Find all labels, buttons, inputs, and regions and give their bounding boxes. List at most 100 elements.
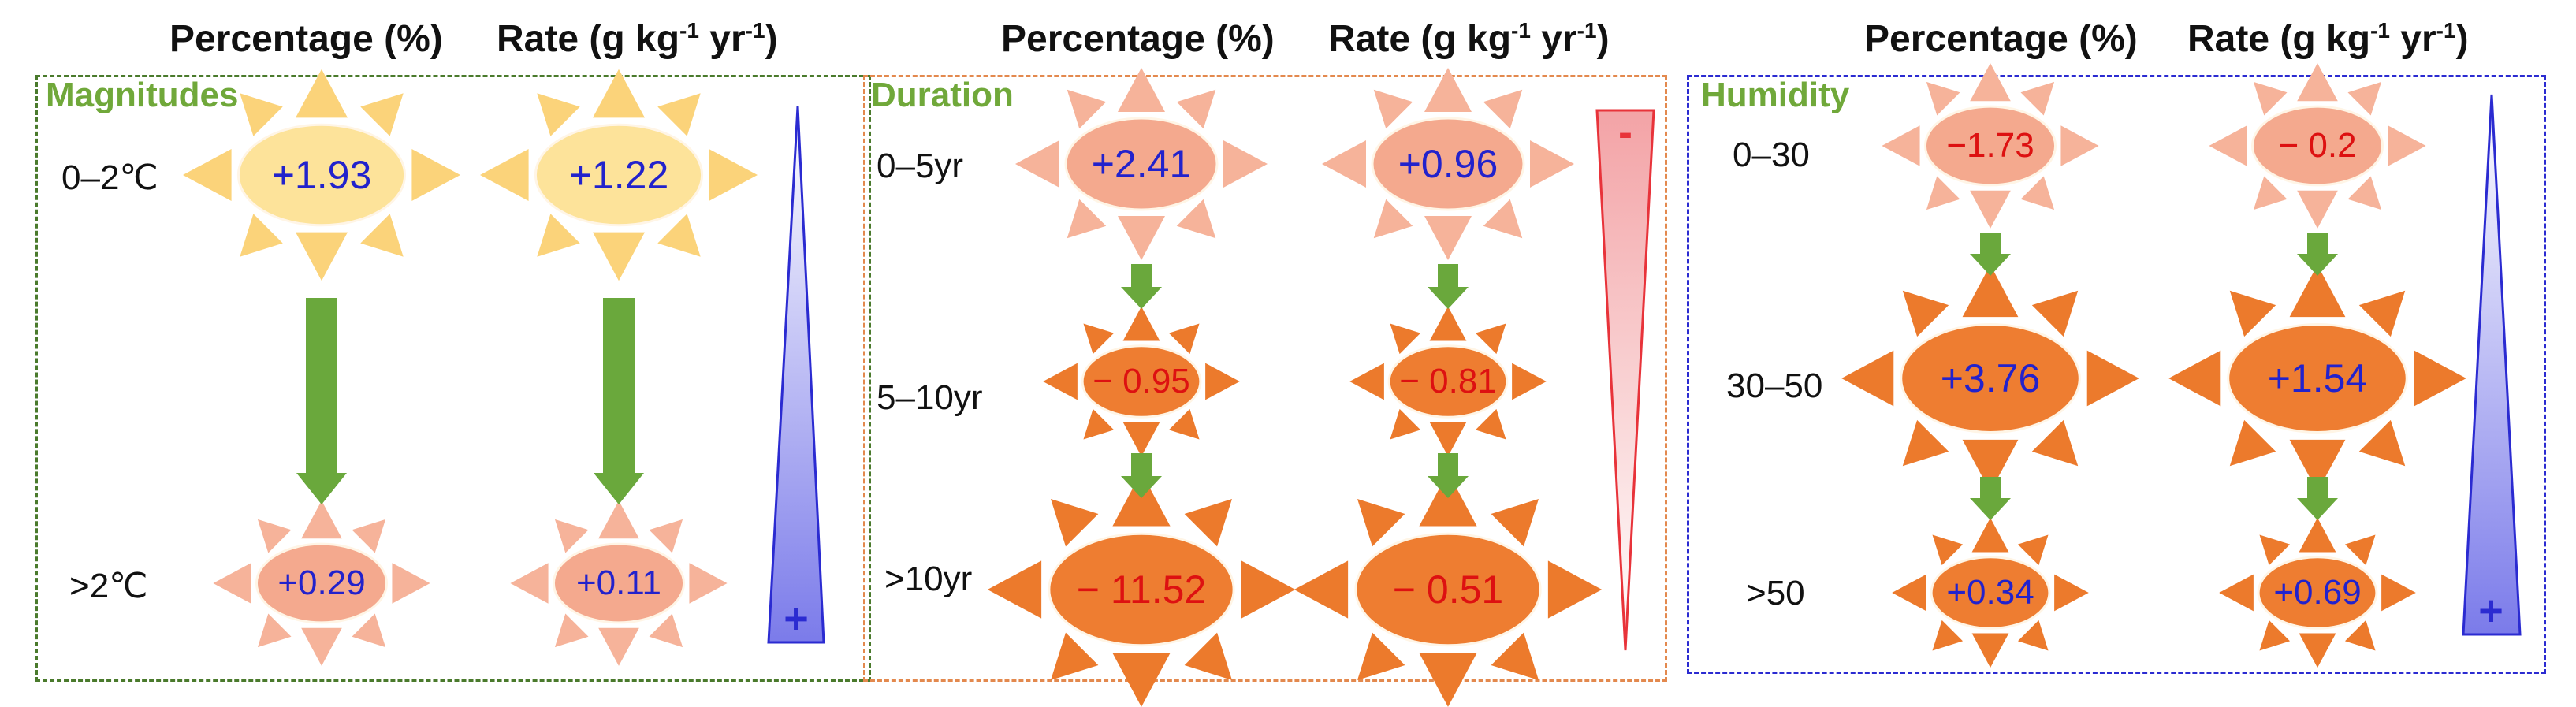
sun-icon xyxy=(1349,306,1547,457)
value-label: − 0.2 xyxy=(2278,126,2357,165)
sun-ray xyxy=(1491,632,1539,681)
down-arrow-icon xyxy=(2297,477,2338,520)
sun-ray xyxy=(2344,620,2376,651)
header-percentage-2: Percentage (%) xyxy=(1001,18,1275,60)
sun-ray xyxy=(1083,408,1115,440)
sun-ray xyxy=(2086,350,2139,407)
down-arrow-icon xyxy=(296,298,347,504)
sun-ray xyxy=(1547,560,1603,619)
panel-humidity-box xyxy=(1687,75,2546,674)
sun-ray xyxy=(360,214,404,257)
sun-icon xyxy=(183,69,460,281)
sun-ray xyxy=(1892,574,1926,612)
sun-icon xyxy=(1882,63,2099,229)
sun-ray xyxy=(1491,498,1539,547)
sun-ray xyxy=(352,519,386,553)
down-arrow-icon xyxy=(1970,477,2011,520)
sun-ray xyxy=(1932,620,1964,651)
sun-ray xyxy=(296,69,348,118)
sun-ray xyxy=(1083,323,1115,355)
trend-wedge-increase xyxy=(2462,94,2522,636)
sun-ray xyxy=(2344,534,2376,566)
sun-ray xyxy=(1932,534,1964,566)
sun-ray xyxy=(657,93,701,136)
value-label: +1.22 xyxy=(568,153,669,197)
sun-icon xyxy=(1322,68,1574,260)
down-arrow-icon xyxy=(594,298,644,504)
sun-ray xyxy=(296,232,348,281)
header-rate-1: Rate (g kg-1 yr-1) xyxy=(497,18,778,60)
sun-ray xyxy=(360,93,404,136)
sun-ray xyxy=(1118,68,1165,112)
sun-ray xyxy=(2209,125,2247,166)
sun-ray xyxy=(1902,290,1949,337)
down-arrow-icon xyxy=(1970,233,2011,276)
sun-ray xyxy=(537,214,580,257)
value-label: +2.41 xyxy=(1091,142,1192,186)
sun-ray xyxy=(2388,125,2426,166)
sun-ray xyxy=(1424,68,1472,112)
sun-ray xyxy=(257,519,292,553)
down-arrow-icon xyxy=(1428,264,1469,309)
trend-sign: + xyxy=(2478,587,2503,634)
sun-ray xyxy=(1349,363,1384,400)
sun-ray xyxy=(2289,265,2346,318)
sun-ray xyxy=(1373,199,1413,239)
sun-ray xyxy=(1926,176,1960,210)
sun-ray xyxy=(2219,574,2254,612)
sun-ray xyxy=(240,214,283,257)
sun-ray xyxy=(2020,176,2055,210)
header-rate-2: Rate (g kg-1 yr-1) xyxy=(1328,18,1610,60)
sun-core xyxy=(1354,532,1542,647)
sun-ray xyxy=(1530,140,1574,188)
sun-core xyxy=(534,123,704,227)
value-label: +0.29 xyxy=(277,564,366,602)
value-label: +0.34 xyxy=(1946,573,2034,612)
sun-ray xyxy=(352,613,386,648)
sun-ray xyxy=(554,613,589,648)
sun-ray xyxy=(2358,290,2406,337)
trend-wedge-decrease xyxy=(1595,109,1655,651)
sun-ray xyxy=(649,613,683,648)
sun-ray xyxy=(2381,574,2416,612)
sun-ray xyxy=(411,149,460,201)
sun-ray xyxy=(2347,176,2382,210)
sun-ray xyxy=(1390,408,1421,440)
sun-ray xyxy=(183,149,232,201)
row-label: 0–5yr xyxy=(877,147,964,185)
sun-core xyxy=(2250,105,2384,187)
value-label: +3.76 xyxy=(1940,356,2041,400)
sun-ray xyxy=(480,149,529,201)
down-arrow-icon xyxy=(1121,453,1162,498)
value-label: +0.96 xyxy=(1398,142,1498,186)
row-label: >2℃ xyxy=(69,567,148,605)
sun-ray xyxy=(1176,199,1216,239)
sun-ray xyxy=(1112,472,1171,527)
value-label: − 0.51 xyxy=(1392,567,1504,612)
row-label: >10yr xyxy=(884,560,973,598)
sun-ray xyxy=(2229,419,2276,467)
sun-ray xyxy=(2289,439,2346,492)
sun-ray xyxy=(554,519,589,553)
sun-ray xyxy=(1882,125,1920,166)
sun-ray xyxy=(1322,140,1366,188)
sun-ray xyxy=(689,563,728,604)
trend-wedge-increase xyxy=(767,106,825,644)
sun-icon xyxy=(2209,63,2426,229)
sun-ray xyxy=(2017,534,2049,566)
sun-ray xyxy=(301,627,342,666)
sun-core xyxy=(255,542,389,624)
value-label: +0.11 xyxy=(575,564,662,602)
sun-ray xyxy=(2259,534,2291,566)
header-percentage-3: Percentage (%) xyxy=(1864,18,2138,60)
sun-ray xyxy=(709,149,758,201)
sun-ray xyxy=(1970,190,2011,229)
sun-icon xyxy=(2219,517,2416,668)
sun-ray xyxy=(598,627,639,666)
sun-ray xyxy=(1841,350,1894,407)
row-label: 0–30 xyxy=(1733,136,1810,174)
sun-ray xyxy=(1184,498,1233,547)
row-label: 0–2℃ xyxy=(61,158,158,197)
sun-ray xyxy=(1970,63,2011,102)
panel-title-magnitudes: Magnitudes xyxy=(46,76,239,114)
